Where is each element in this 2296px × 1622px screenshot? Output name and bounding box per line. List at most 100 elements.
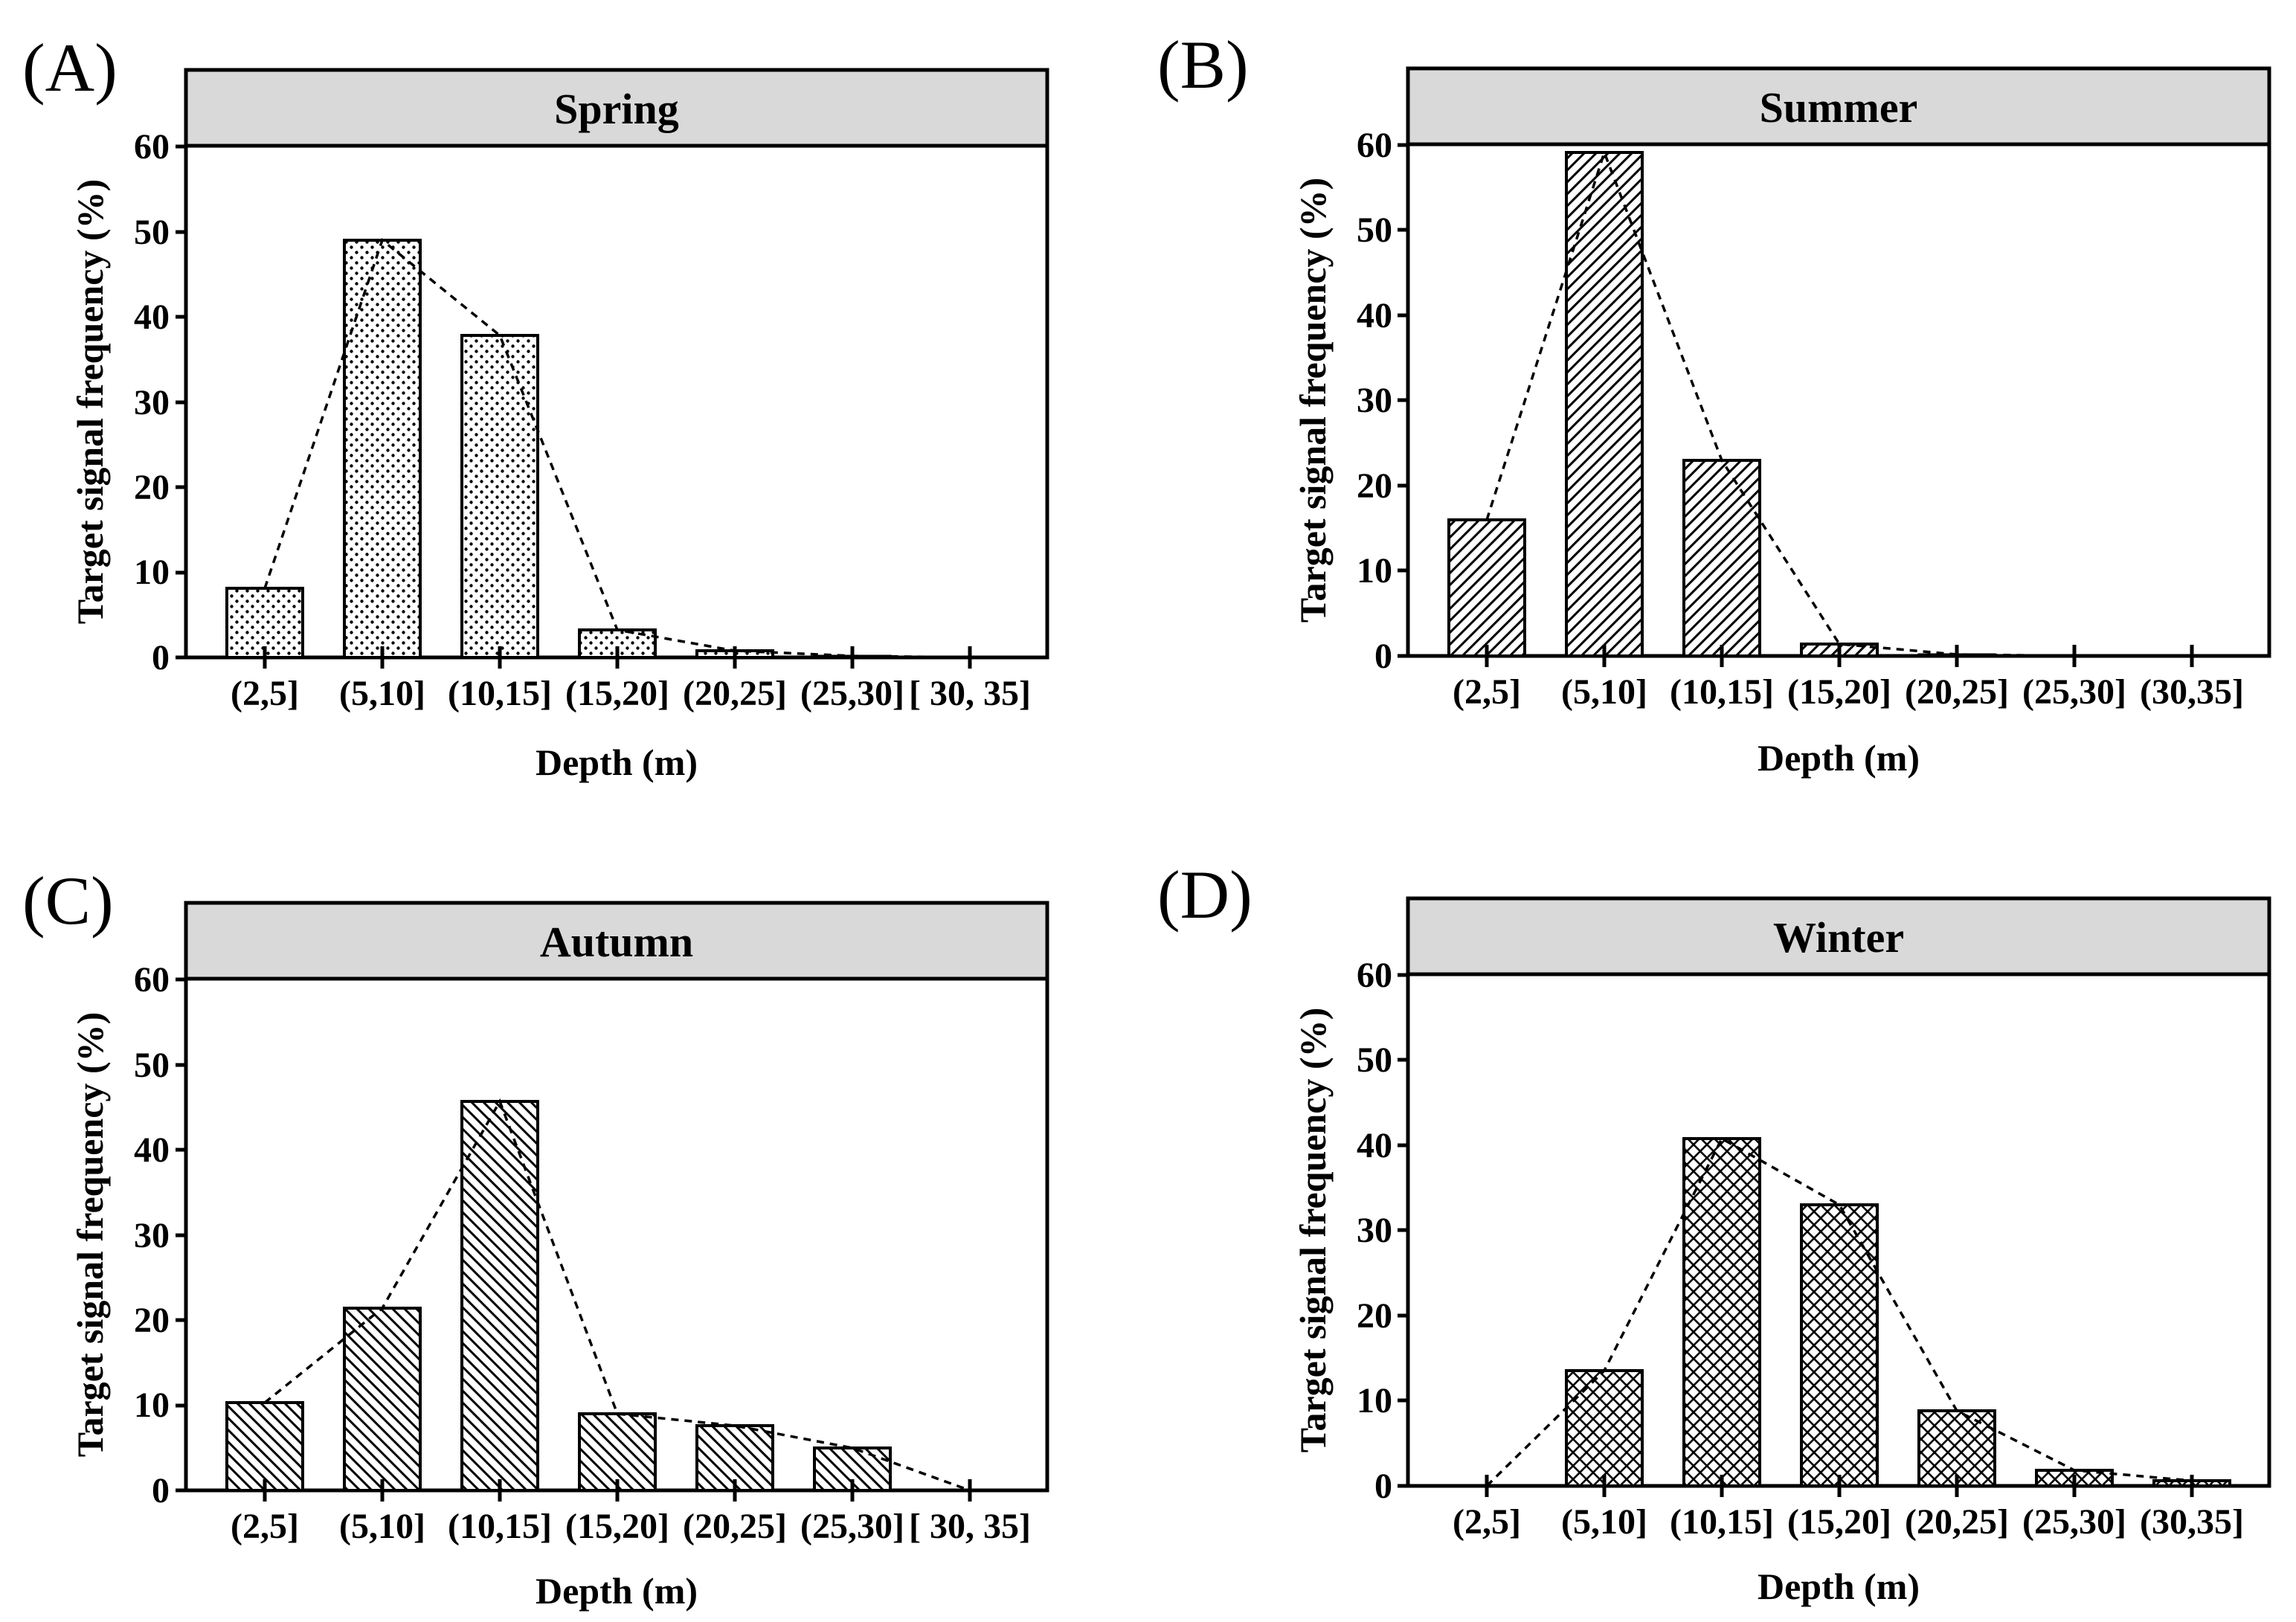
title-strip-background [184,68,1049,148]
chart-title: Spring [554,85,679,133]
bar-5-10 [343,239,422,659]
y-axis-title: Target signal frequency (%) [1292,178,1334,623]
plot-frame [1406,142,2271,658]
panel-d: (D) Winter 0 10 20 30 40 50 60 Target si… [1157,857,2271,1607]
x-tick-label-25-30: (25,30] [2022,1502,2126,1542]
y-tick-label-50: 50 [1357,1040,1392,1080]
x-tick-label-10-15: (10,15] [1670,672,1774,712]
bar-15-20 [578,1412,657,1492]
x-tick-label-10-15: (10,15] [448,1507,552,1546]
y-tick-label-40: 40 [134,1130,170,1170]
y-tick-label-10: 10 [134,1386,170,1425]
y-tick-label-30: 30 [1357,381,1392,420]
panel-a: (A) Spring 0 10 20 30 40 50 60 Target si… [22,30,1049,783]
title-strip: Summer [1406,66,2271,147]
chart-title: Summer [1760,83,1918,132]
panel-label: (A) [22,30,118,106]
y-tick-label-50: 50 [134,213,170,252]
x-axis-title: Depth (m) [536,741,698,783]
y-axis-title: Target signal frequency (%) [1292,1008,1334,1453]
y-tick-label-0: 0 [1374,1467,1392,1506]
x-tick-marks [1485,645,2194,667]
bar-20-25 [1917,1409,1996,1487]
y-tick-label-10: 10 [1357,551,1392,590]
x-tick-label-15-20: (15,20] [1787,672,1891,712]
x-tick-label-5-10: (5,10] [339,674,425,713]
y-tick-label-40: 40 [1357,1126,1392,1165]
panel-c: (C) Autumn 0 10 20 30 40 50 60 Target si… [22,863,1049,1612]
plot-frame [184,144,1049,660]
y-axis-title: Target signal frequency (%) [69,1012,111,1458]
y-tick-label-20: 20 [1357,466,1392,506]
x-tick-label-20-25: (20,25] [1905,1502,2009,1542]
x-tick-label-20-25: (20,25] [683,1507,787,1546]
y-axis: 0 10 20 30 40 50 60 Target signal freque… [1292,956,1408,1506]
x-tick-label-15-20: (15,20] [565,1507,669,1546]
x-tick-marks [263,646,972,669]
y-tick-label-0: 0 [152,638,170,678]
x-axis: (2,5] (5,10] (10,15] (15,20] (20,25] (25… [231,646,1031,783]
x-tick-label-20-25: (20,25] [1905,672,2009,712]
x-tick-label-2-5: (2,5] [231,1507,299,1546]
chart-title: Winter [1773,913,1904,962]
y-tick-marks [1398,143,1408,658]
trend-line [1485,1136,2193,1487]
y-tick-label-20: 20 [134,468,170,507]
y-tick-label-60: 60 [134,127,170,167]
y-tick-marks [176,977,186,1493]
y-tick-marks [1398,973,1408,1488]
bar-10-15 [460,334,539,659]
title-strip-background [184,901,1049,981]
y-tick-marks [176,144,186,660]
bar-5-10 [343,1307,422,1492]
y-tick-label-50: 50 [1357,210,1392,250]
y-axis: 0 10 20 30 40 50 60 Target signal freque… [69,960,186,1510]
trend-line [263,1098,971,1492]
bar-10-15 [1682,459,1761,657]
x-tick-label-2-5: (2,5] [1453,1502,1521,1542]
y-tick-label-30: 30 [1357,1211,1392,1250]
x-tick-marks [1485,1475,2194,1497]
bar-2-5 [225,1401,304,1492]
panel-b: (B) Summer 0 10 20 30 40 50 60 Target si… [1157,27,2271,779]
y-axis-title: Target signal frequency (%) [69,179,111,625]
y-tick-label-60: 60 [1357,956,1392,995]
bar-2-5 [225,587,304,659]
x-tick-marks [263,1479,972,1502]
title-strip: Autumn [184,901,1049,981]
x-axis: (2,5] (5,10] (10,15] (15,20] (20,25] (25… [1453,645,2244,779]
y-tick-label-20: 20 [134,1301,170,1340]
x-tick-label-25-30: (25,30] [800,1507,904,1546]
panel-label: (C) [22,863,114,939]
x-axis-title: Depth (m) [1758,1565,1920,1607]
x-tick-label-10-15: (10,15] [448,674,552,713]
x-axis: (2,5] (5,10] (10,15] (15,20] (20,25] (25… [1453,1475,2244,1607]
panel-label: (B) [1157,27,1249,103]
title-strip: Spring [184,68,1049,148]
x-axis-title: Depth (m) [536,1570,698,1612]
bar-2-5 [1447,518,1526,657]
x-tick-label-30-35: [ 30, 35] [909,1507,1031,1546]
y-tick-label-40: 40 [134,297,170,337]
y-tick-label-10: 10 [1357,1381,1392,1420]
x-tick-label-15-20: (15,20] [565,674,669,713]
y-tick-label-50: 50 [134,1046,170,1085]
x-tick-label-5-10: (5,10] [1561,672,1647,712]
x-tick-label-25-30: (25,30] [800,674,904,713]
bar-5-10 [1565,1369,1644,1487]
y-tick-label-30: 30 [134,383,170,422]
x-tick-label-5-10: (5,10] [339,1507,425,1546]
bars [225,239,892,659]
x-tick-label-10-15: (10,15] [1670,1502,1774,1542]
x-tick-label-25-30: (25,30] [2022,672,2126,712]
bar-10-15 [1682,1137,1761,1487]
x-tick-label-5-10: (5,10] [1561,1502,1647,1542]
x-tick-label-2-5: (2,5] [1453,672,1521,712]
y-tick-label-60: 60 [134,960,170,1000]
x-tick-label-20-25: (20,25] [683,674,787,713]
y-axis: 0 10 20 30 40 50 60 Target signal freque… [1292,126,1408,676]
bar-5-10 [1565,151,1644,657]
y-tick-label-0: 0 [1374,637,1392,676]
x-tick-label-2-5: (2,5] [231,674,299,713]
